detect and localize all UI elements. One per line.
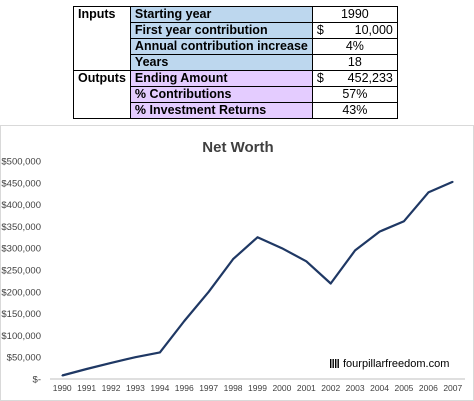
x-tick-label: 2003	[346, 383, 365, 393]
y-tick-label: $50,000	[7, 353, 41, 364]
currency-symbol: $	[316, 23, 324, 37]
x-tick-label: 1993	[126, 383, 145, 393]
data-point	[207, 291, 210, 293]
data-point	[134, 356, 137, 359]
x-tick-label: 1996	[175, 383, 194, 393]
y-tick-label: $-	[33, 375, 41, 386]
data-point	[305, 260, 308, 263]
x-tick-label: 2005	[395, 383, 414, 393]
x-tick-label: 1990	[53, 383, 72, 393]
starting-year-value: 1990	[311, 6, 398, 23]
data-point	[329, 282, 332, 285]
x-tick-label: 2007	[443, 383, 462, 393]
table-row: Inputs Starting year 1990	[73, 6, 398, 71]
annual-increase-label: Annual contribution increase	[129, 38, 313, 55]
data-point	[451, 181, 454, 183]
x-tick-label: 2002	[321, 383, 340, 393]
annual-increase-value: 4%	[311, 38, 398, 55]
currency-symbol: $	[316, 71, 324, 85]
data-point	[281, 247, 283, 249]
series-line	[61, 180, 454, 377]
bar-stripes-icon	[330, 359, 339, 368]
calculator-table: Inputs Starting year 1990 First year con…	[73, 6, 398, 119]
table-row: Years 18	[74, 54, 398, 71]
x-tick-label: 2006	[419, 383, 438, 393]
y-tick-label: $350,000	[1, 222, 41, 233]
data-point	[378, 230, 381, 233]
table-row: Annual contribution increase 4%	[74, 38, 398, 55]
x-tick-label: 1997	[199, 383, 218, 393]
x-tick-label: 1999	[248, 383, 267, 393]
ending-amount-value: 452,233	[347, 71, 393, 85]
icon-stripe	[330, 359, 332, 368]
first-year-contribution-label: First year contribution	[129, 22, 313, 39]
data-point	[61, 374, 64, 377]
data-point	[427, 191, 430, 194]
y-tick-label: $450,000	[1, 178, 41, 189]
y-tick-label: $400,000	[1, 200, 41, 211]
x-tick-label: 2000	[272, 383, 291, 393]
ending-amount-label: Ending Amount	[129, 70, 313, 87]
icon-stripe	[332, 359, 334, 368]
chart-area	[0, 125, 474, 401]
watermark: fourpillarfreedom.com	[330, 358, 449, 370]
y-tick-label: $500,000	[1, 157, 41, 168]
data-point	[354, 249, 356, 252]
y-tick-label: $200,000	[1, 287, 41, 298]
chart-title: Net Worth	[202, 139, 273, 156]
investment-returns-pct-value: 43%	[311, 102, 398, 119]
x-tick-label: 2001	[297, 383, 316, 393]
data-point	[159, 351, 161, 354]
data-point	[232, 258, 234, 260]
icon-stripe	[335, 359, 337, 368]
y-tick-label: $150,000	[1, 309, 41, 320]
table-row: Outputs Ending Amount $452,233	[73, 70, 398, 119]
y-tick-label: $300,000	[1, 244, 41, 255]
table-row: % Contributions 57%	[74, 86, 398, 103]
y-tick-label: $100,000	[1, 331, 41, 342]
y-tick-label: $250,000	[1, 266, 41, 277]
outputs-section-label: Outputs	[73, 70, 131, 119]
x-tick-label: 1998	[224, 383, 243, 393]
x-tick-label: 1994	[150, 383, 169, 393]
data-point	[403, 220, 405, 222]
x-tick-label: 2004	[370, 383, 389, 393]
icon-stripe	[337, 359, 339, 368]
data-point	[110, 362, 112, 364]
contributions-pct-label: % Contributions	[129, 86, 313, 103]
data-point	[256, 236, 259, 239]
table-row: % Investment Returns 43%	[74, 102, 398, 119]
data-point	[183, 320, 186, 322]
inputs-section-label: Inputs	[73, 6, 131, 71]
investment-returns-pct-label: % Investment Returns	[129, 102, 313, 119]
x-tick-label: 1992	[102, 383, 121, 393]
years-label: Years	[129, 54, 313, 71]
first-year-contribution-value: 10,000	[354, 23, 393, 37]
watermark-text: fourpillarfreedom.com	[343, 358, 449, 370]
x-tick-label: 1991	[77, 383, 96, 393]
data-point	[85, 368, 88, 370]
